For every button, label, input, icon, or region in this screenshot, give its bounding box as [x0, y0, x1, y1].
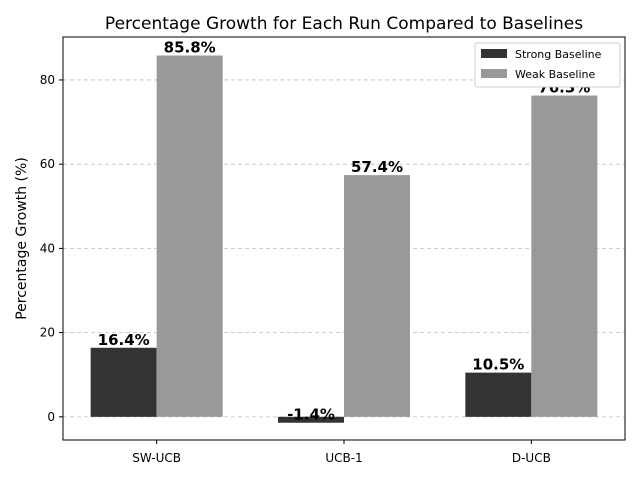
bar — [90, 347, 157, 417]
x-tick-label: D-UCB — [512, 451, 551, 465]
y-tick-label: 60 — [40, 157, 55, 171]
legend-label-strong-baseline: Strong Baseline — [515, 48, 602, 61]
legend: Strong Baseline Weak Baseline — [474, 42, 621, 88]
y-tick-label: 20 — [40, 326, 55, 340]
legend-label-weak-baseline: Weak Baseline — [515, 68, 595, 81]
y-tick-label: 80 — [40, 73, 55, 87]
legend-swatch-strong-baseline — [481, 49, 507, 58]
chart-title: Percentage Growth for Each Run Compared … — [105, 14, 583, 34]
x-tick-label: UCB-1 — [325, 451, 362, 465]
bars — [90, 55, 598, 423]
bar-value-label: 16.4% — [98, 331, 150, 349]
x-tick-label: SW-UCB — [132, 451, 181, 465]
bar — [344, 175, 410, 417]
bar-value-label: 57.4% — [351, 158, 403, 176]
y-axis-label: Percentage Growth (%) — [14, 157, 30, 320]
bar — [531, 95, 598, 417]
y-tick-label: 0 — [47, 410, 55, 424]
legend-box — [474, 42, 621, 88]
legend-swatch-weak-baseline — [481, 69, 507, 78]
bar-value-label: 10.5% — [472, 356, 524, 374]
axes: 0 20 40 60 80 SW-UCB UCB-1 D-UCB — [40, 36, 626, 465]
bar-value-label: 85.8% — [164, 39, 216, 57]
plot-frame — [62, 36, 626, 441]
bar — [465, 372, 532, 417]
bar — [156, 55, 223, 417]
y-tick-label: 40 — [40, 241, 55, 255]
bar — [278, 416, 344, 423]
bar-value-label: -1.4% — [287, 406, 335, 424]
